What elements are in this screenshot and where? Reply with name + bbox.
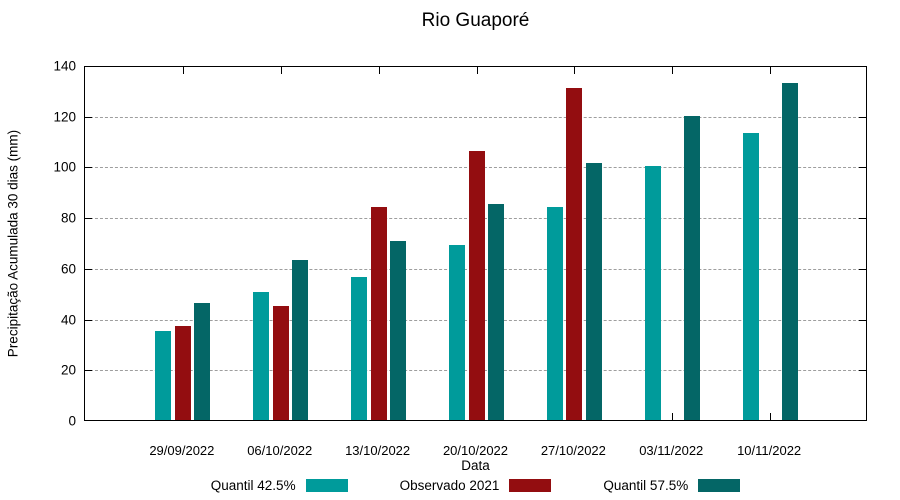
y-tick-mark xyxy=(85,218,92,220)
bar-quantil-42-5--27-10-2022 xyxy=(546,207,563,420)
bar-quantil-57-5--06-10-2022 xyxy=(292,260,309,420)
y-tick-label: 140 xyxy=(53,58,76,74)
plot-area xyxy=(84,66,867,421)
x-tick-mark xyxy=(182,67,184,74)
y-tick-mark xyxy=(859,167,866,169)
y-tick-mark xyxy=(859,370,866,372)
y-tick-mark xyxy=(859,218,866,220)
x-tick-label: 06/10/2022 xyxy=(247,443,313,458)
bar-quantil-57-5--03-11-2022 xyxy=(683,115,700,420)
legend-label: Quantil 57.5% xyxy=(603,477,689,493)
x-tick-mark xyxy=(574,67,576,74)
legend-entry: Observado 2021 xyxy=(400,478,552,493)
y-tick-label: 20 xyxy=(60,362,76,378)
x-tick-mark xyxy=(476,67,478,74)
x-tick-mark xyxy=(672,413,674,420)
bar-quantil-42-5--13-10-2022 xyxy=(351,276,368,420)
legend-swatch-icon xyxy=(305,478,348,492)
x-tick-label: 10/11/2022 xyxy=(737,443,802,458)
x-tick-label: 29/09/2022 xyxy=(149,443,215,458)
legend-label: Observado 2021 xyxy=(399,477,500,493)
x-tick-mark xyxy=(378,67,380,74)
x-tick-mark xyxy=(770,413,772,420)
y-tick-label: 120 xyxy=(53,109,76,125)
x-tick-mark xyxy=(672,67,674,74)
bar-quantil-42-5--10-11-2022 xyxy=(742,133,759,420)
x-axis-title: Data xyxy=(461,458,490,473)
legend-swatch-icon xyxy=(698,478,741,492)
bar-observado-2021-13-10-2022 xyxy=(370,207,387,420)
y-axis-title: Precipitação Acumulada 30 dias (mm) xyxy=(5,129,21,358)
bar-quantil-57-5--10-11-2022 xyxy=(781,82,798,420)
y-tick-mark xyxy=(85,268,92,270)
x-tick-mark xyxy=(770,67,772,74)
y-tick-label: 40 xyxy=(60,312,76,328)
y-tick-mark xyxy=(85,319,92,321)
y-tick-mark xyxy=(85,167,92,169)
x-tick-mark xyxy=(280,67,282,74)
legend-entry: Quantil 42.5% xyxy=(211,478,348,493)
legend-label: Quantil 42.5% xyxy=(210,477,296,493)
bar-observado-2021-06-10-2022 xyxy=(272,305,289,420)
x-tick-label: 20/10/2022 xyxy=(442,443,509,458)
x-tick-label: 13/10/2022 xyxy=(345,443,411,458)
y-tick-mark xyxy=(859,319,866,321)
bar-observado-2021-29-09-2022 xyxy=(174,326,191,420)
y-tick-label: 60 xyxy=(60,261,76,277)
y-tick-mark xyxy=(85,370,92,372)
x-tick-label: 27/10/2022 xyxy=(540,443,606,458)
y-tick-mark xyxy=(859,116,866,118)
legend-entry: Quantil 57.5% xyxy=(603,477,741,493)
bar-quantil-42-5--29-09-2022 xyxy=(155,331,172,420)
bar-observado-2021-20-10-2022 xyxy=(468,151,485,420)
y-tick-mark xyxy=(859,268,866,270)
bar-quantil-57-5--13-10-2022 xyxy=(390,241,407,420)
bar-observado-2021-27-10-2022 xyxy=(566,87,583,420)
legend: Quantil 42.5% Observado 2021 Quantil 57.5% xyxy=(84,476,867,494)
bar-quantil-57-5--27-10-2022 xyxy=(585,162,602,420)
y-tick-label: 80 xyxy=(60,210,76,226)
chart-title: Rio Guaporé xyxy=(421,10,530,31)
y-tick-mark xyxy=(85,116,92,118)
bar-quantil-57-5--29-09-2022 xyxy=(194,303,211,420)
x-tick-label: 03/11/2022 xyxy=(639,443,704,458)
y-tick-label: 100 xyxy=(53,159,76,175)
bar-quantil-42-5--03-11-2022 xyxy=(644,166,661,420)
legend-swatch-icon xyxy=(509,478,552,492)
bar-quantil-42-5--06-10-2022 xyxy=(253,291,270,420)
bar-quantil-42-5--20-10-2022 xyxy=(449,245,465,420)
bar-quantil-57-5--20-10-2022 xyxy=(488,204,504,420)
y-tick-label: 0 xyxy=(68,413,76,429)
gridline-y-120 xyxy=(85,116,866,118)
